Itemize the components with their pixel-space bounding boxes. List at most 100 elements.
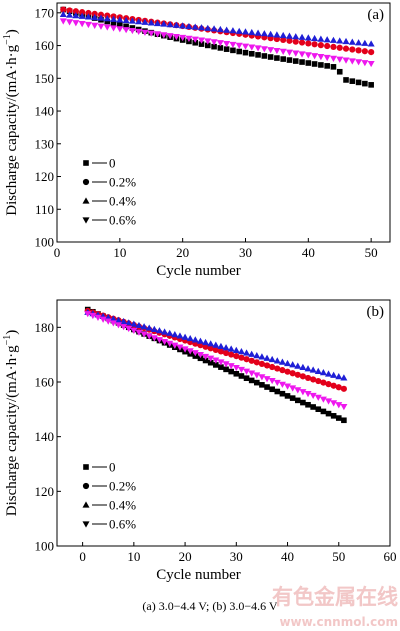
data-point bbox=[212, 357, 220, 364]
data-point bbox=[228, 368, 234, 375]
data-point bbox=[241, 43, 249, 50]
data-point bbox=[349, 46, 356, 53]
data-point bbox=[233, 353, 240, 360]
data-point bbox=[342, 37, 350, 45]
data-point bbox=[335, 372, 343, 380]
data-point bbox=[213, 362, 219, 368]
data-point bbox=[128, 17, 136, 24]
data-point bbox=[72, 8, 79, 15]
x-tick-label: 10 bbox=[113, 245, 126, 260]
data-point bbox=[267, 47, 275, 54]
data-point bbox=[274, 365, 281, 372]
data-point bbox=[196, 351, 204, 359]
data-point bbox=[324, 42, 331, 50]
data-point bbox=[285, 32, 293, 39]
data-point bbox=[120, 317, 128, 325]
x-tick-label: 20 bbox=[179, 549, 192, 564]
data-point bbox=[103, 24, 111, 31]
data-point bbox=[342, 57, 350, 64]
data-point bbox=[367, 60, 375, 68]
data-point bbox=[315, 406, 322, 412]
data-point bbox=[279, 31, 287, 39]
data-point bbox=[348, 58, 356, 65]
legend-label: 0.2% bbox=[109, 479, 136, 494]
data-point bbox=[217, 45, 224, 51]
data-point bbox=[185, 22, 193, 30]
data-point bbox=[311, 41, 318, 48]
data-point bbox=[253, 351, 261, 359]
data-point bbox=[150, 335, 158, 342]
data-point bbox=[85, 9, 92, 17]
data-point bbox=[235, 27, 243, 34]
data-point bbox=[254, 379, 260, 386]
data-point bbox=[229, 27, 237, 34]
data-point bbox=[243, 368, 251, 375]
data-point bbox=[171, 331, 179, 338]
data-point bbox=[273, 379, 281, 387]
data-point bbox=[261, 53, 268, 59]
data-point bbox=[128, 27, 136, 35]
data-point bbox=[141, 18, 149, 25]
data-point bbox=[335, 415, 342, 421]
legend-label: 0.6% bbox=[109, 517, 136, 532]
y-tick-label: 140 bbox=[35, 429, 55, 444]
data-point bbox=[258, 374, 266, 381]
plot-frame bbox=[56, 299, 391, 547]
data-point bbox=[317, 35, 325, 42]
data-point bbox=[97, 14, 105, 21]
data-point bbox=[89, 312, 97, 320]
data-point bbox=[292, 33, 300, 40]
data-point bbox=[210, 39, 218, 46]
data-point bbox=[123, 23, 129, 30]
legend-marker bbox=[83, 160, 89, 166]
data-point bbox=[223, 26, 231, 33]
data-point bbox=[317, 42, 324, 49]
watermark-url: www.cnnmol.com bbox=[279, 615, 398, 629]
x-tick-label: 0 bbox=[79, 549, 86, 564]
data-point bbox=[191, 23, 199, 30]
x-tick-label: 20 bbox=[176, 245, 189, 260]
data-point bbox=[278, 381, 286, 388]
data-point bbox=[72, 12, 80, 19]
data-point bbox=[298, 33, 306, 40]
data-point bbox=[125, 319, 133, 326]
data-point bbox=[79, 9, 86, 16]
data-point bbox=[289, 370, 296, 377]
data-point bbox=[166, 33, 174, 40]
data-point bbox=[320, 379, 327, 386]
data-point bbox=[317, 54, 325, 61]
data-point bbox=[135, 28, 143, 36]
data-point bbox=[304, 365, 312, 372]
data-point bbox=[150, 325, 158, 332]
data-point bbox=[236, 48, 243, 55]
data-point bbox=[155, 327, 163, 334]
data-point bbox=[273, 47, 281, 55]
data-point bbox=[336, 44, 343, 51]
data-point bbox=[335, 384, 342, 391]
data-point bbox=[140, 331, 148, 338]
data-point bbox=[109, 315, 117, 322]
data-point bbox=[91, 13, 99, 21]
data-point bbox=[254, 45, 262, 52]
data-point bbox=[160, 20, 168, 27]
data-point bbox=[309, 366, 317, 373]
legend-marker bbox=[82, 217, 90, 224]
chart-panel-a: 0 10 20 30 40 50 100 110 120 130 140 150 160 170 Cycle… bbox=[2, 2, 391, 279]
data-point bbox=[84, 21, 92, 29]
data-point bbox=[161, 328, 169, 335]
data-point bbox=[66, 7, 73, 14]
data-point bbox=[248, 350, 256, 357]
data-point bbox=[254, 29, 262, 36]
data-point bbox=[253, 372, 261, 379]
data-point bbox=[242, 49, 249, 56]
data-point bbox=[59, 18, 67, 25]
data-point bbox=[355, 39, 363, 46]
x-tick-label: 40 bbox=[281, 549, 294, 564]
data-point bbox=[299, 59, 305, 65]
data-point bbox=[154, 31, 162, 38]
data-point bbox=[299, 389, 307, 396]
data-point bbox=[185, 35, 193, 42]
data-point bbox=[258, 353, 266, 360]
data-point bbox=[264, 384, 270, 390]
